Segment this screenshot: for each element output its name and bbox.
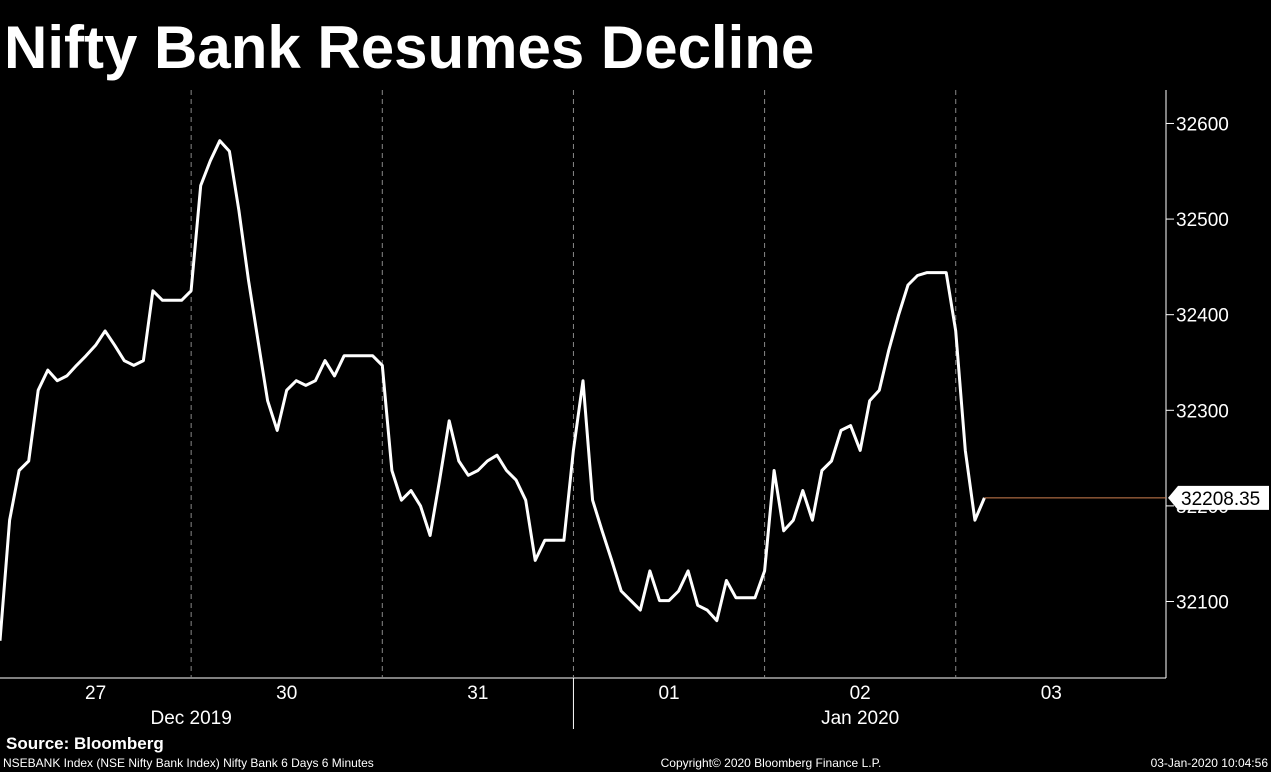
y-tick-label: 32300 [1176, 401, 1229, 422]
footer-center: Copyright© 2020 Bloomberg Finance L.P. [661, 756, 882, 770]
price-line [0, 139, 986, 641]
footer-left: NSEBANK Index (NSE Nifty Bank Index) Nif… [3, 756, 374, 770]
source: Source: Bloomberg [6, 734, 164, 753]
x-tick-label: 31 [467, 683, 488, 704]
y-tick-label: 32400 [1176, 306, 1229, 327]
x-group-label: Jan 2020 [821, 708, 899, 729]
last-value-label: 32208.35 [1181, 489, 1260, 510]
x-tick-label: 27 [85, 683, 106, 704]
x-tick-label: 02 [850, 683, 871, 704]
x-tick-label: 03 [1041, 683, 1062, 704]
y-tick-label: 32600 [1176, 114, 1229, 135]
x-tick-label: 30 [276, 683, 297, 704]
footer-right: 03-Jan-2020 10:04:56 [1151, 756, 1269, 770]
chart-title: Nifty Bank Resumes Decline [4, 14, 814, 81]
y-tick-label: 32500 [1176, 210, 1229, 231]
x-group-label: Dec 2019 [150, 708, 231, 729]
x-tick-label: 01 [658, 683, 679, 704]
last-value-box [1168, 485, 1269, 510]
y-tick-label: 32100 [1176, 593, 1229, 614]
